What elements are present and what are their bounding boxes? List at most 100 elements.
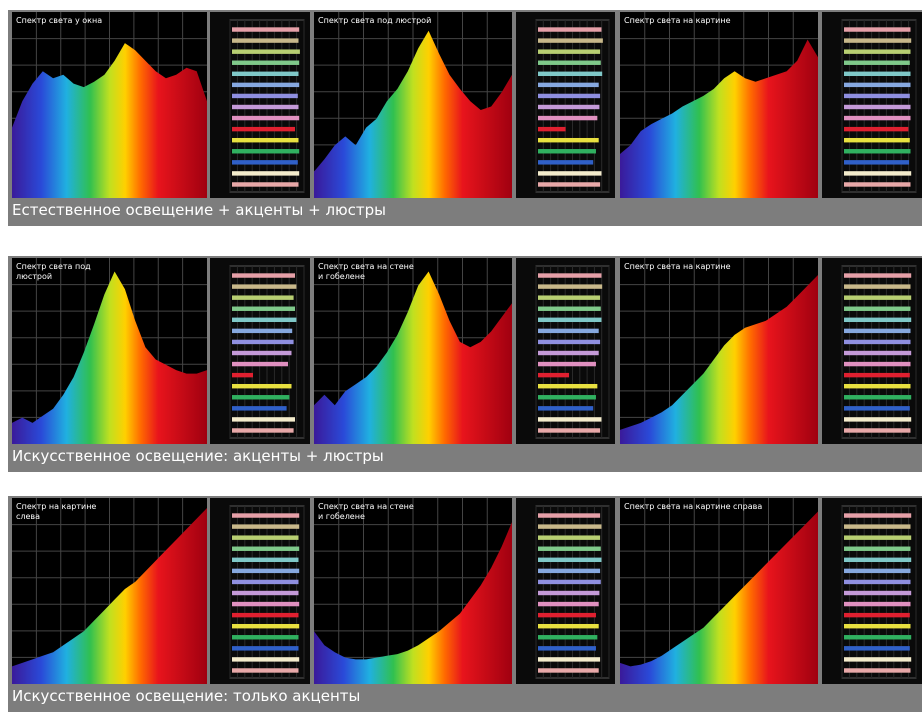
- cri-bar: [538, 602, 599, 606]
- cri-bar: [538, 72, 602, 76]
- cri-bar: [232, 284, 296, 288]
- cri-bar: [232, 340, 294, 344]
- cri-panel: [210, 258, 310, 444]
- cri-panel: [822, 12, 922, 198]
- cri-bar: [844, 149, 911, 153]
- cri-panel: [516, 12, 615, 198]
- cri-bar: [538, 284, 602, 288]
- cri-bar: [538, 340, 600, 344]
- cri-bar: [844, 307, 911, 311]
- cri-bar: [538, 149, 596, 153]
- cri-chart: [516, 12, 615, 198]
- spectrum-panel: Спектр света на стене и гобелене: [314, 258, 512, 444]
- cri-bar: [538, 49, 600, 53]
- cri-bar: [844, 513, 911, 517]
- cri-panel: [822, 498, 922, 684]
- cri-bar: [844, 524, 911, 528]
- cri-bar: [844, 668, 911, 672]
- cri-bar: [538, 513, 600, 517]
- cri-chart: [516, 258, 615, 444]
- cri-bar: [232, 61, 299, 65]
- cri-bar: [538, 591, 599, 595]
- cri-bar: [232, 417, 295, 421]
- cri-bar: [538, 558, 601, 562]
- cri-chart: [210, 12, 310, 198]
- cri-bar: [232, 373, 253, 377]
- cri-bar: [844, 49, 911, 53]
- cri-bar: [844, 395, 911, 399]
- panel-title: Спектр света под люстрой: [16, 262, 91, 282]
- cri-bar: [232, 602, 299, 606]
- cri-bar: [844, 602, 911, 606]
- spectrum-chart: [314, 12, 512, 198]
- cri-bar: [232, 116, 299, 120]
- cri-bar: [232, 668, 299, 672]
- cri-bar: [232, 535, 299, 539]
- cri-bar: [232, 428, 294, 432]
- cri-bar: [844, 27, 911, 31]
- cri-bar: [232, 318, 296, 322]
- cri-bar: [844, 284, 911, 288]
- cri-bar: [538, 171, 601, 175]
- cri-bar: [844, 160, 909, 164]
- cri-bar: [538, 182, 600, 186]
- cri-bar: [538, 27, 601, 31]
- spectrum-chart: [620, 498, 818, 684]
- cri-bar: [844, 105, 911, 109]
- cri-bar: [538, 395, 596, 399]
- cri-bar: [844, 171, 911, 175]
- cri-bar: [844, 406, 910, 410]
- cri-bar: [538, 624, 599, 628]
- cri-bar: [232, 127, 295, 131]
- spectrum-panel: Спектр на картине слева: [12, 498, 207, 684]
- cri-bar: [844, 624, 911, 628]
- spectrum-chart: [620, 12, 818, 198]
- cri-bar: [232, 105, 299, 109]
- cri-bar: [844, 38, 911, 42]
- cri-bar: [844, 351, 911, 355]
- row-caption: Искусственное освещение: только акценты: [12, 686, 360, 706]
- cri-chart: [210, 498, 310, 684]
- cri-bar: [844, 94, 910, 98]
- spectrum-chart: [12, 258, 207, 444]
- cri-bar: [844, 635, 911, 639]
- cri-bar: [538, 318, 601, 322]
- cri-bar: [844, 558, 911, 562]
- panel-title: Спектр света на картине справа: [624, 502, 762, 512]
- spectrum-chart: [12, 498, 207, 684]
- cri-bar: [844, 329, 911, 333]
- panel-title: Спектр света на стене и гобелене: [318, 262, 414, 282]
- cri-bar: [538, 160, 593, 164]
- cri-bar: [538, 384, 597, 388]
- spectrum-chart: [620, 258, 818, 444]
- cri-bar: [232, 182, 299, 186]
- cri-chart: [210, 258, 310, 444]
- cri-bar: [844, 72, 911, 76]
- cri-bar: [232, 524, 299, 528]
- panel-title: Спектр света на картине: [624, 16, 731, 26]
- cri-chart: [822, 498, 922, 684]
- cri-bar: [538, 569, 600, 573]
- cri-bar: [844, 295, 911, 299]
- cri-panel: [516, 258, 615, 444]
- spectrum-chart: [314, 258, 512, 444]
- cri-bar: [538, 105, 599, 109]
- cri-bar: [538, 428, 600, 432]
- cri-bar: [538, 668, 599, 672]
- cri-bar: [538, 547, 601, 551]
- cri-bar: [232, 646, 299, 650]
- cri-bar: [844, 340, 911, 344]
- cri-bar: [844, 613, 910, 617]
- cri-bar: [232, 138, 299, 142]
- cri-bar: [538, 524, 601, 528]
- cri-bar: [844, 547, 911, 551]
- spectrum-panel: Спектр света на картине: [620, 12, 818, 198]
- cri-panel: [210, 12, 310, 198]
- cri-bar: [844, 646, 910, 650]
- cri-bar: [232, 406, 287, 410]
- cri-bar: [844, 318, 911, 322]
- cri-chart: [822, 12, 922, 198]
- cri-bar: [538, 635, 597, 639]
- cri-bar: [232, 613, 299, 617]
- spectrum-panel: Спектр света под люстрой: [12, 258, 207, 444]
